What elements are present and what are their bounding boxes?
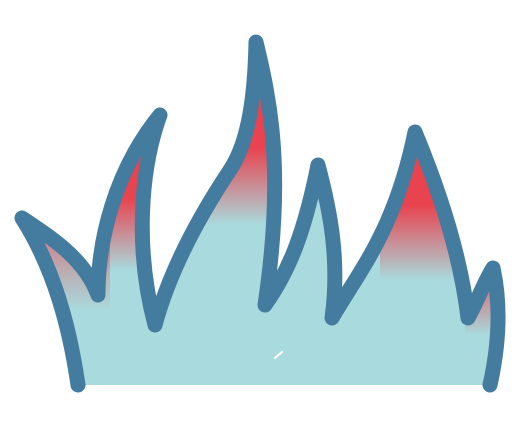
- flame-highlight: [274, 351, 283, 359]
- flame-outline: [14, 34, 506, 393]
